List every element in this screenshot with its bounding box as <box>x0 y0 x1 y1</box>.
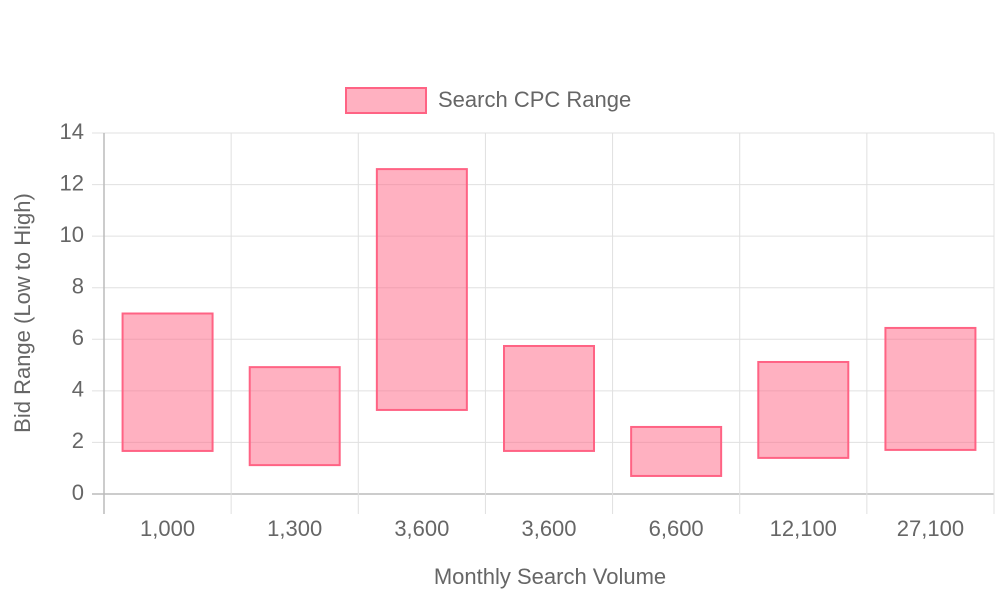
y-tick-label: 10 <box>60 222 84 247</box>
y-tick-label: 6 <box>72 325 84 350</box>
x-tick-label: 3,600 <box>521 516 576 541</box>
legend-label: Search CPC Range <box>438 87 631 112</box>
bar <box>630 425 723 477</box>
y-tick-label: 8 <box>72 274 84 299</box>
x-axis-title: Monthly Search Volume <box>434 564 666 589</box>
y-tick-label: 14 <box>60 119 84 144</box>
bar <box>375 168 468 411</box>
bar <box>503 344 595 452</box>
y-tick-label: 4 <box>72 377 84 402</box>
x-tick-label: 3,600 <box>394 516 449 541</box>
bar <box>757 360 850 459</box>
y-tick-label: 0 <box>72 480 84 505</box>
y-axis-title: Bid Range (Low to High) <box>10 193 35 433</box>
bar <box>121 312 214 452</box>
x-tick-label: 1,000 <box>140 516 195 541</box>
bar <box>248 366 341 467</box>
x-tick-label: 12,100 <box>770 516 837 541</box>
bar <box>884 326 977 451</box>
legend-swatch <box>345 87 427 114</box>
y-tick-label: 2 <box>72 428 84 453</box>
x-tick-label: 6,600 <box>649 516 704 541</box>
x-tick-label: 27,100 <box>897 516 964 541</box>
y-tick-label: 12 <box>60 170 84 195</box>
x-tick-label: 1,300 <box>267 516 322 541</box>
